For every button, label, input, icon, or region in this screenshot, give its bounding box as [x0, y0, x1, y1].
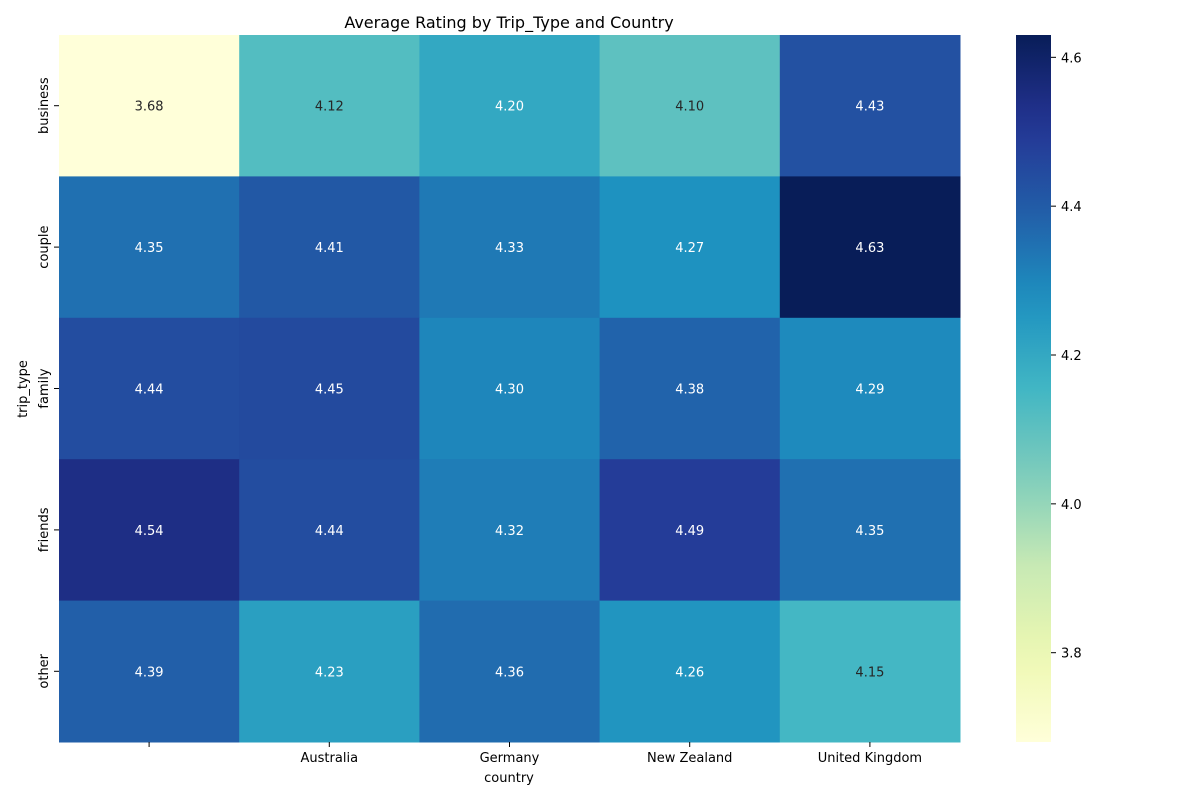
cell-value-label: 4.26 — [675, 665, 704, 680]
heatmap-cell — [779, 600, 961, 743]
cell-value-label: 4.33 — [495, 241, 524, 256]
heatmap-cell — [59, 459, 240, 602]
heatmap-cell — [419, 600, 601, 743]
colorbar-tick-label: 4.4 — [1061, 200, 1082, 215]
y-tick-label: couple — [37, 225, 52, 268]
cell-value-label: 4.41 — [315, 241, 344, 256]
cell-value-label: 4.43 — [855, 100, 884, 115]
cell-value-label: 4.35 — [855, 524, 884, 539]
cell-value-label: 4.44 — [315, 524, 344, 539]
cell-value-label: 4.36 — [495, 665, 524, 680]
heatmap-cell — [599, 176, 781, 319]
heatmap-cell — [419, 35, 601, 177]
heatmap-cell — [779, 459, 961, 602]
cell-value-label: 4.15 — [855, 665, 884, 680]
heatmap-cell — [239, 600, 420, 743]
y-tick-label: family — [37, 368, 52, 408]
heatmap-cell — [599, 35, 781, 177]
cell-value-label: 4.30 — [495, 383, 524, 398]
heatmap-cell — [779, 176, 961, 319]
cell-value-label: 4.27 — [675, 241, 704, 256]
x-tick-label: New Zealand — [647, 751, 732, 766]
cell-value-label: 4.54 — [135, 524, 164, 539]
x-axis: Australia Germany New Zealand United Kingdo… — [148, 742, 922, 766]
heatmap-cell — [239, 176, 420, 319]
heatmap-cell — [599, 459, 781, 602]
heatmap-cell — [779, 35, 961, 177]
cell-value-label: 4.23 — [315, 665, 344, 680]
cell-value-label: 4.44 — [135, 383, 164, 398]
heatmap-cell — [239, 459, 420, 602]
colorbar-tick-label: 3.8 — [1061, 647, 1082, 662]
heatmap-cells: 3.68 4.12 4.20 4.10 4.43 4.35 4.41 4.33 4.27 4.63… — [59, 35, 961, 743]
cell-value-label: 4.32 — [495, 524, 524, 539]
y-axis-label: trip_type — [16, 360, 31, 418]
heatmap-cell — [59, 35, 240, 177]
x-axis-label: country — [484, 771, 534, 786]
cell-value-label: 4.29 — [855, 383, 884, 398]
heatmap-cell — [239, 35, 420, 177]
colorbar: 3.8 4.0 4.2 4.4 4.6 — [1016, 35, 1082, 742]
cell-value-label: 4.38 — [675, 383, 704, 398]
cell-value-label: 4.35 — [135, 241, 164, 256]
x-tick-label: Germany — [480, 751, 540, 766]
colorbar-tick-label: 4.2 — [1061, 349, 1082, 364]
cell-value-label: 4.49 — [675, 524, 704, 539]
y-tick-label: business — [37, 77, 52, 134]
heatmap-cell — [779, 317, 961, 460]
colorbar-gradient — [1016, 35, 1051, 742]
cell-value-label: 4.39 — [135, 665, 164, 680]
heatmap-cell — [419, 459, 601, 602]
x-tick-label: United Kingdom — [818, 751, 922, 766]
heatmap-cell — [59, 317, 240, 460]
x-tick-label: Australia — [301, 751, 359, 766]
colorbar-tick-label: 4.0 — [1061, 498, 1082, 513]
heatmap-cell — [599, 600, 781, 743]
heatmap-cell — [419, 176, 601, 319]
heatmap-cell — [419, 317, 601, 460]
cell-value-label: 4.20 — [495, 100, 524, 115]
heatmap-cell — [239, 317, 420, 460]
cell-value-label: 4.45 — [315, 383, 344, 398]
heatmap-cell — [59, 176, 240, 319]
cell-value-label: 4.12 — [315, 100, 344, 115]
chart-title: Average Rating by Trip_Type and Country — [344, 13, 673, 33]
cell-value-label: 4.10 — [675, 100, 704, 115]
y-tick-label: other — [37, 653, 52, 688]
heatmap-cell — [59, 600, 240, 743]
cell-value-label: 4.63 — [855, 241, 884, 256]
heatmap-cell — [599, 317, 781, 460]
colorbar-tick-label: 4.6 — [1061, 51, 1082, 66]
y-tick-label: friends — [37, 507, 52, 552]
y-axis: business couple family friends other — [37, 77, 59, 689]
cell-value-label: 3.68 — [135, 100, 164, 115]
